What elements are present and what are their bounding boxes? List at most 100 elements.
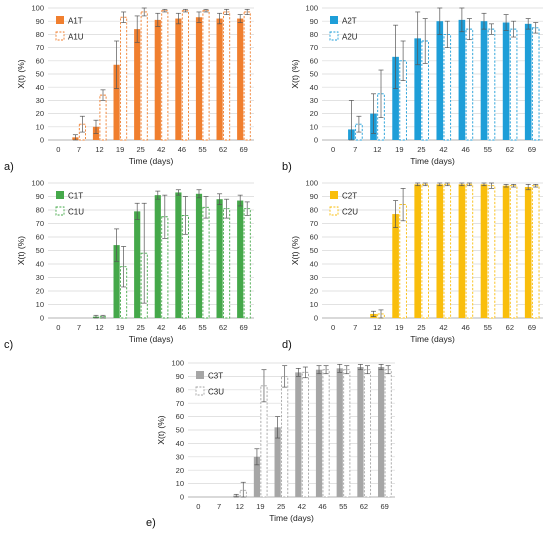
error-bar: [400, 188, 406, 222]
x-tick-label: 25: [417, 323, 425, 332]
y-tick-label: 20: [36, 287, 44, 296]
y-axis-label: X(t) (%): [156, 415, 166, 444]
error-bar: [466, 18, 472, 41]
error-bar: [237, 14, 243, 23]
legend-swatch-a1t: [56, 16, 64, 24]
bar-a1t: [237, 18, 244, 141]
error-bar: [316, 365, 322, 375]
x-tick-label: 7: [77, 145, 81, 154]
bar-c2u: [487, 185, 496, 319]
x-tick-label: 42: [298, 502, 306, 511]
x-tick-label: 0: [56, 145, 60, 154]
y-tick-label: 70: [310, 219, 318, 228]
bar-c1u: [120, 266, 128, 319]
y-tick-label: 10: [176, 479, 184, 488]
legend-swatch-c2u: [329, 206, 339, 216]
bar-a2t: [414, 38, 422, 140]
error-bar: [203, 196, 209, 219]
error-bar: [533, 184, 539, 188]
bar-c1t: [175, 192, 182, 318]
x-tick-label: 19: [395, 323, 403, 332]
x-tick-label: 55: [484, 323, 492, 332]
x-tick-label: 69: [240, 323, 248, 332]
bar-c3u: [322, 369, 330, 498]
bar-a1u: [181, 10, 189, 141]
bar-c2u: [399, 204, 407, 319]
bar-a2u: [465, 28, 474, 141]
legend-swatch-a2u: [329, 31, 339, 41]
error-bar: [196, 11, 202, 23]
bar-c1t: [237, 200, 244, 318]
error-bar: [459, 182, 465, 187]
error-bar: [503, 14, 509, 31]
y-tick-label: 50: [310, 70, 318, 79]
y-axis-label: X(t) (%): [290, 59, 300, 88]
y-tick-label: 50: [310, 246, 318, 255]
bar-c3t: [357, 367, 364, 497]
y-tick-label: 90: [310, 192, 318, 201]
bar-a1u: [120, 16, 128, 141]
x-tick-label: 19: [116, 323, 124, 332]
bar-c2t: [524, 187, 532, 318]
error-bar: [93, 314, 99, 319]
x-tick-label: 25: [137, 323, 145, 332]
bar-c3u: [343, 369, 351, 498]
bar-a2u: [421, 40, 429, 141]
bar-a2u: [487, 28, 496, 141]
y-tick-label: 30: [310, 273, 318, 282]
error-bar: [196, 189, 202, 199]
bar-a1u: [99, 94, 107, 141]
y-tick-label: 70: [36, 219, 44, 228]
x-tick-label: 0: [196, 502, 200, 511]
panel-a-chart: 0 10 20 30 40 50 60 70 80 90 100 0 7 12 19 25 42 46 55 62 69…: [4, 4, 254, 173]
y-tick-label: 90: [36, 17, 44, 26]
bar-c1u: [181, 214, 189, 319]
bar-c3u: [281, 375, 289, 498]
error-bar: [261, 369, 267, 403]
panel-c-chart: 0 10 20 30 40 50 60 70 80 90 100 0 7 12 19 25 42 46 55 62 69…: [4, 179, 254, 351]
bar-c1t: [216, 199, 223, 318]
bar-a1t: [113, 64, 120, 140]
error-bar: [141, 7, 147, 17]
bar-a2t: [502, 22, 510, 140]
bar-a2t: [392, 56, 399, 141]
legend-swatch-c3u: [195, 386, 205, 396]
y-tick-label: 70: [310, 43, 318, 52]
panel-label-b: b): [282, 161, 292, 173]
error-bar: [356, 115, 362, 133]
error-bar: [114, 40, 120, 89]
x-tick-label: 62: [360, 502, 368, 511]
error-bar: [503, 184, 509, 188]
legend-label-c3u: C3U: [208, 388, 224, 397]
error-bar: [344, 365, 350, 375]
error-bar: [162, 8, 168, 13]
legend-swatch-c1u: [55, 206, 65, 216]
legend-swatch-c2t: [330, 191, 338, 199]
legend-label-c2u: C2U: [342, 208, 358, 217]
bar-c2u: [465, 183, 474, 319]
error-bar: [348, 100, 354, 141]
error-bar: [364, 365, 370, 375]
x-tick-label: 55: [198, 145, 206, 154]
x-tick-label: 0: [56, 323, 60, 332]
bar-a1u: [140, 11, 148, 141]
legend-swatch-a1u: [55, 31, 65, 41]
x-axis-label: Time (days): [129, 334, 174, 344]
error-bar: [175, 12, 181, 25]
legend-label-c1u: C1U: [68, 208, 84, 217]
y-tick-label: 100: [31, 179, 44, 188]
error-bar: [233, 493, 239, 498]
y-tick-label: 100: [31, 4, 44, 13]
error-bar: [533, 22, 539, 34]
error-bar: [437, 7, 443, 35]
y-axis-label: X(t) (%): [16, 236, 26, 265]
bar-a1t: [216, 18, 223, 141]
x-tick-label: 42: [157, 323, 165, 332]
bar-c2t: [414, 184, 422, 318]
bar-a2u: [443, 33, 452, 141]
x-tick-label: 0: [331, 145, 335, 154]
bar-c1u: [161, 216, 169, 319]
panel-e-chart: 0 10 20 30 40 50 60 70 80 90 100 0 7 12 19 25 42 46 55 62 69…: [146, 359, 395, 529]
y-tick-label: 20: [36, 109, 44, 118]
